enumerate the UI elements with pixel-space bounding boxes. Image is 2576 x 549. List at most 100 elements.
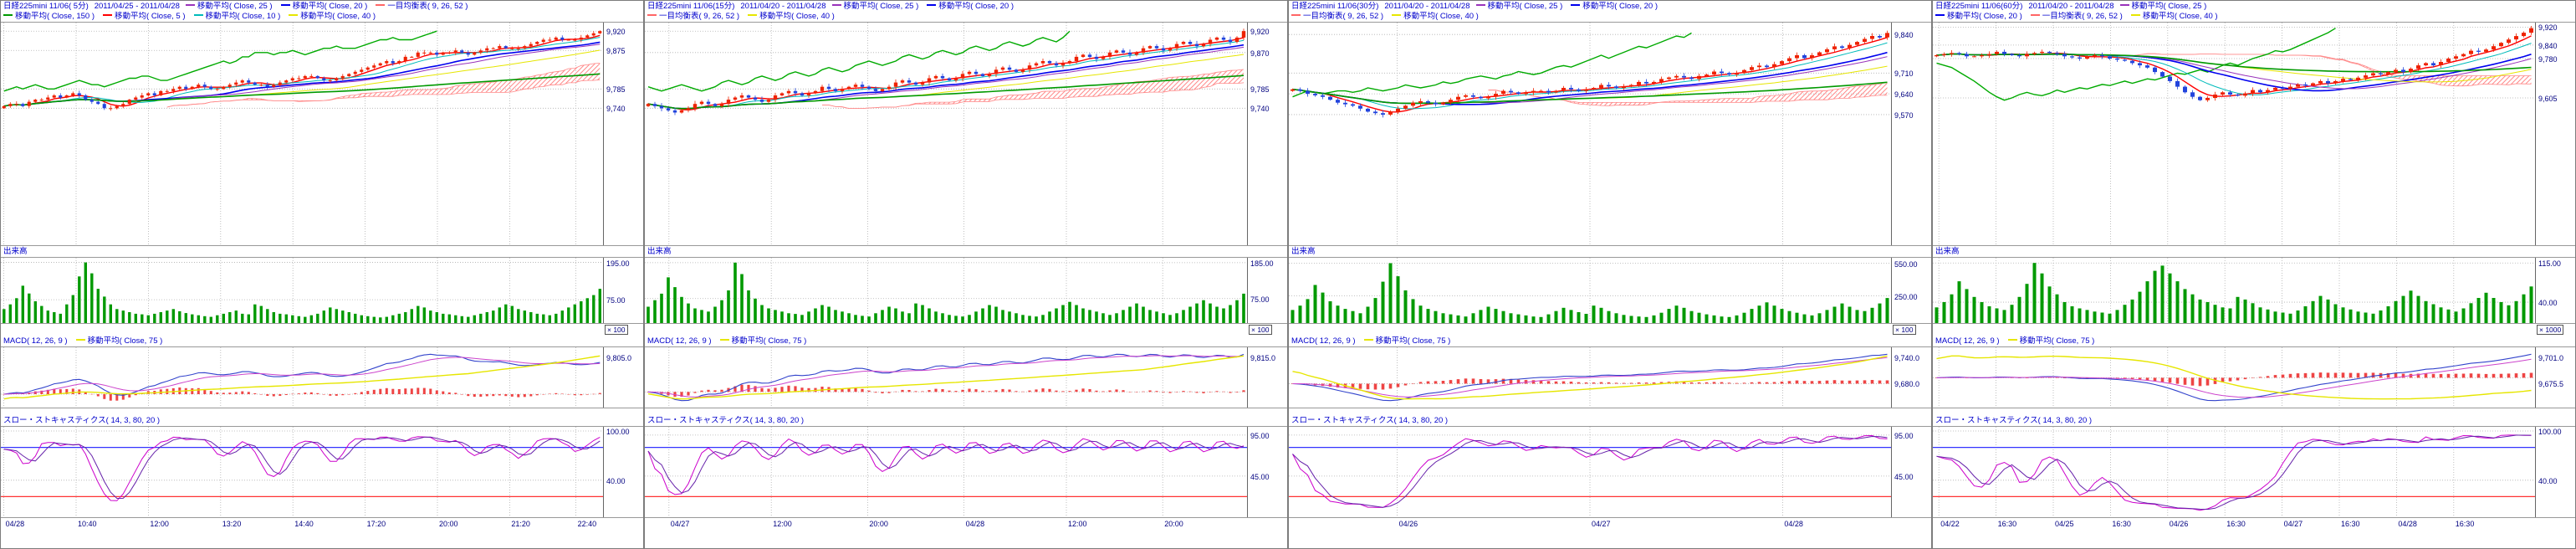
axis-label: 40.00 [2538, 476, 2558, 485]
time-axis-label: 13:20 [222, 520, 242, 528]
macd-axis: 9,815.0 [1248, 347, 1286, 408]
axis-label: 115.00 [2538, 259, 2561, 269]
legend-marker [280, 3, 290, 6]
stochastics-section-label: スロー・ストキャスティクス( 14, 3, 80, 20 ) [1, 415, 643, 426]
legend-item: 移動平均( Close, 25 ) [1475, 2, 1562, 11]
axis-label: 9,701.0 [2538, 353, 2564, 362]
price-axis: 9,920 9,870 9,785 9,740 [1248, 23, 1286, 245]
chart-header: 日経225mini 11/06(15分) 2011/04/20 - 2011/04… [645, 1, 1287, 22]
axis-label: 195.00 [606, 259, 630, 268]
volume-scale-badge: × 1000 [2537, 325, 2564, 335]
chart-panel-3: 日経225mini 11/06(30分) 2011/04/20 - 2011/04… [1288, 0, 1932, 549]
legend-label: 移動平均( Close, 20 ) [1582, 2, 1658, 11]
macd-chart[interactable] [1, 347, 603, 408]
legend-marker [193, 13, 203, 16]
macd-ma-label: 移動平均( Close, 75 ) [1375, 336, 1451, 346]
price-chart[interactable] [1289, 23, 1891, 245]
time-axis-label: 16:30 [2226, 520, 2246, 528]
axis-label: 9,920 [1250, 28, 1270, 37]
legend-marker [1475, 3, 1485, 6]
chart-panel-2: 日経225mini 11/06(15分) 2011/04/20 - 2011/04… [644, 0, 1288, 549]
macd-axis: 9,740.0 9,680.0 [1892, 347, 1930, 408]
volume-scale-badge: × 100 [1249, 325, 1272, 335]
macd-chart[interactable] [1933, 347, 2535, 408]
legend-label: 一目均衡表( 9, 26, 52 ) [2042, 12, 2123, 21]
legend-label: 一目均衡表( 9, 26, 52 ) [1303, 12, 1384, 21]
legend-marker [103, 13, 113, 16]
chart-legend-row-2: 一目均衡表( 9, 26, 52 ) 移動平均( Close, 40 ) [647, 12, 1285, 22]
time-axis-label: 20:00 [869, 520, 888, 528]
legend-item: 移動平均( Close, 25 ) [2119, 2, 2206, 11]
axis-label: 100.00 [606, 428, 630, 436]
time-axis-label: 10:40 [78, 520, 97, 528]
stochastics-label: スロー・ストキャスティクス( 14, 3, 80, 20 ) [647, 416, 805, 425]
stochastics-chart[interactable] [645, 427, 1247, 517]
legend-item: 移動平均( Close, 25 ) [831, 2, 918, 11]
price-axis: 9,920 9,875 9,785 9,740 [604, 23, 642, 245]
chart-legend-row-2: 一目均衡表( 9, 26, 52 ) 移動平均( Close, 40 ) [1291, 12, 1929, 22]
legend-label: 移動平均( Close, 150 ) [15, 12, 95, 21]
macd-axis: 9,701.0 9,675.5 [2536, 347, 2574, 408]
macd-chart[interactable] [1289, 347, 1891, 408]
legend-marker [927, 3, 937, 6]
legend-marker [3, 13, 13, 16]
time-axis-label: 04/28 [2398, 520, 2417, 528]
axis-label: 9,870 [1250, 49, 1270, 58]
volume-section-label: 出来高 [1289, 246, 1931, 257]
axis-label: 250.00 [1894, 292, 1918, 301]
axis-label: 9,785 [606, 85, 626, 95]
macd-label: MACD( 12, 26, 9 ) [3, 336, 68, 346]
price-chart[interactable] [1, 23, 603, 245]
macd-section-label: MACD( 12, 26, 9 ) 移動平均( Close, 75 ) [1, 336, 643, 346]
time-axis: 04/26 04/27 04/28 [1289, 518, 1931, 531]
volume-label: 出来高 [1291, 247, 1316, 256]
legend-item: 一目均衡表( 9, 26, 52 ) [376, 2, 468, 11]
macd-axis: 9,805.0 [604, 347, 642, 408]
stochastics-label: スロー・ストキャスティクス( 14, 3, 80, 20 ) [1291, 416, 1449, 425]
axis-label: 9,640 [1894, 90, 1914, 100]
stochastics-chart[interactable] [1933, 427, 2535, 517]
legend-marker [75, 338, 85, 341]
legend-item: 移動平均( Close, 20 ) [927, 2, 1014, 11]
axis-label: 9,840 [1894, 31, 1914, 40]
time-axis-label: 12:00 [773, 520, 792, 528]
time-axis-label: 16:30 [1997, 520, 2017, 528]
chart-title: 日経225mini 11/06( 5分) [3, 2, 89, 11]
axis-label: 9,740.0 [1894, 353, 1920, 362]
volume-chart[interactable] [1, 258, 603, 323]
macd-chart[interactable] [645, 347, 1247, 408]
volume-chart[interactable] [645, 258, 1247, 323]
time-axis-label: 22:40 [577, 520, 597, 528]
price-chart[interactable] [1933, 23, 2535, 245]
macd-section-label: MACD( 12, 26, 9 ) 移動平均( Close, 75 ) [645, 336, 1287, 346]
volume-label: 出来高 [3, 247, 28, 256]
axis-label: 9,680.0 [1894, 380, 1920, 389]
macd-ma-label: 移動平均( Close, 75 ) [2019, 336, 2095, 346]
volume-chart[interactable] [1289, 258, 1891, 323]
stochastics-chart[interactable] [1, 427, 603, 517]
time-axis-label: 20:00 [439, 520, 458, 528]
time-axis-label: 04/25 [2055, 520, 2074, 528]
time-axis-label: 04/26 [1398, 520, 1418, 528]
legend-label: 移動平均( Close, 40 ) [300, 12, 376, 21]
legend-label: 一目均衡表( 9, 26, 52 ) [387, 2, 468, 11]
legend-label: 一目均衡表( 9, 26, 52 ) [659, 12, 740, 21]
axis-label: 100.00 [2538, 428, 2562, 436]
axis-label: 75.00 [1250, 295, 1270, 304]
price-chart[interactable] [645, 23, 1247, 245]
chart-legend-row-2: 移動平均( Close, 150 ) 移動平均( Close, 5 ) 移動平均( … [3, 12, 641, 22]
legend-item: 移動平均( Close, 20 ) [1935, 12, 2022, 21]
legend-item: 移動平均( Close, 10 ) [193, 12, 281, 21]
legend-item: 移動平均( Close, 20 ) [280, 2, 367, 11]
volume-chart[interactable] [1933, 258, 2535, 323]
stochastics-section-label: スロー・ストキャスティクス( 14, 3, 80, 20 ) [1933, 415, 2575, 426]
time-axis-label: 12:00 [1068, 520, 1087, 528]
legend-label: 移動平均( Close, 25 ) [197, 2, 273, 11]
legend-item: 一目均衡表( 9, 26, 52 ) [1291, 12, 1383, 21]
time-axis-label: 04/27 [670, 520, 690, 528]
macd-label: MACD( 12, 26, 9 ) [1935, 336, 2000, 346]
axis-label: 45.00 [1894, 472, 1914, 481]
stochastics-axis: 95.00 45.00 [1248, 427, 1286, 517]
stochastics-chart[interactable] [1289, 427, 1891, 517]
legend-label: 移動平均( Close, 10 ) [205, 12, 281, 21]
